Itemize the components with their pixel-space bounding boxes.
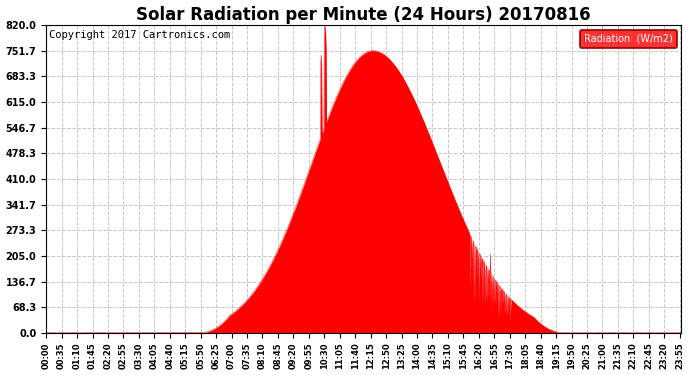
- Text: Copyright 2017 Cartronics.com: Copyright 2017 Cartronics.com: [49, 30, 230, 40]
- Title: Solar Radiation per Minute (24 Hours) 20170816: Solar Radiation per Minute (24 Hours) 20…: [137, 6, 591, 24]
- Legend: Radiation  (W/m2): Radiation (W/m2): [580, 30, 677, 48]
